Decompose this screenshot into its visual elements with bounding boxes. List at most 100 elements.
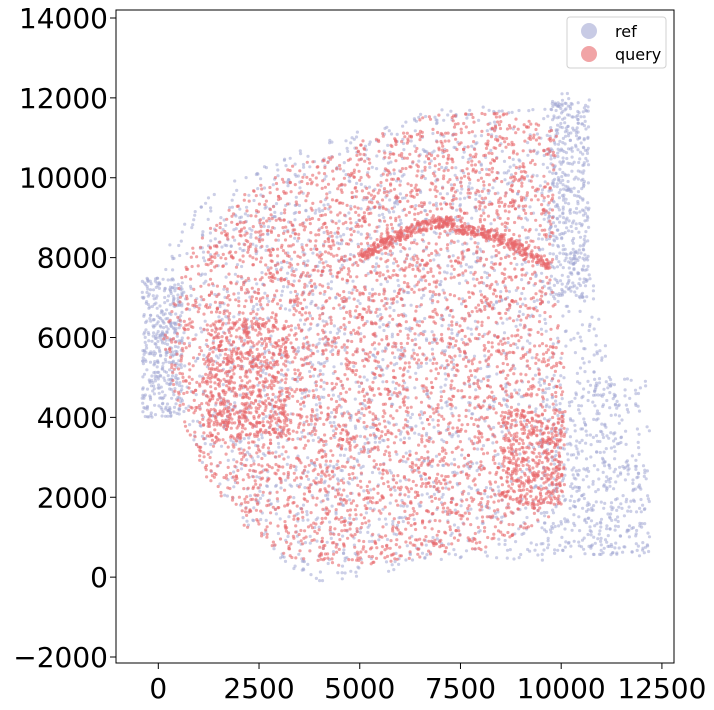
point-ref: [148, 397, 153, 401]
point-ref: [161, 277, 165, 281]
point-ref: [578, 366, 583, 370]
point-ref: [395, 452, 399, 456]
point-query: [302, 428, 306, 432]
point-ref: [580, 449, 584, 453]
point-ref: [331, 274, 335, 278]
point-ref: [421, 148, 425, 152]
point-ref: [551, 521, 555, 526]
point-ref: [315, 323, 319, 328]
point-ref: [555, 216, 559, 220]
point-ref: [528, 549, 532, 553]
point-ref: [613, 467, 618, 471]
point-ref: [400, 174, 404, 178]
point-query: [418, 263, 422, 267]
point-ref: [584, 468, 588, 472]
point-ref: [474, 209, 478, 213]
point-query: [250, 295, 254, 299]
point-ref: [518, 310, 522, 314]
point-query: [432, 485, 436, 489]
point-ref: [279, 304, 283, 308]
point-ref: [560, 98, 565, 102]
point-query: [414, 149, 418, 153]
point-ref: [630, 550, 634, 554]
point-ref: [293, 236, 297, 240]
point-ref: [612, 383, 617, 387]
point-ref: [238, 207, 242, 211]
point-query: [486, 535, 490, 540]
point-query: [550, 427, 554, 431]
point-ref: [404, 451, 408, 455]
point-query: [388, 546, 392, 550]
point-ref: [142, 313, 146, 317]
point-ref: [396, 348, 400, 352]
point-ref: [609, 505, 613, 509]
point-ref: [374, 262, 379, 266]
point-ref: [555, 254, 559, 258]
point-ref: [155, 314, 160, 318]
point-ref: [203, 319, 207, 323]
point-ref: [142, 349, 146, 353]
point-ref: [147, 352, 151, 356]
point-ref: [626, 509, 630, 513]
point-query: [279, 481, 283, 485]
point-ref: [572, 499, 577, 504]
point-ref: [548, 528, 553, 532]
point-ref: [497, 542, 501, 546]
point-ref: [143, 414, 147, 419]
point-query: [193, 337, 197, 341]
point-ref: [395, 132, 399, 136]
point-query: [546, 194, 550, 198]
point-ref: [552, 462, 557, 466]
point-ref: [596, 537, 600, 541]
point-query: [319, 521, 323, 526]
point-ref: [587, 390, 591, 394]
point-ref: [602, 546, 606, 550]
point-ref: [562, 376, 566, 380]
point-ref: [625, 377, 630, 381]
point-ref: [230, 449, 234, 453]
point-query: [497, 123, 501, 127]
point-ref: [341, 503, 346, 507]
point-ref: [553, 548, 557, 552]
point-query: [424, 535, 428, 539]
point-query: [352, 476, 356, 480]
point-ref: [450, 328, 454, 332]
point-ref: [639, 510, 643, 514]
point-ref: [633, 388, 638, 392]
point-ref: [582, 169, 586, 173]
point-ref: [339, 306, 343, 310]
point-ref: [200, 434, 204, 438]
point-query: [349, 207, 353, 211]
point-ref: [521, 312, 525, 316]
point-ref: [492, 120, 497, 124]
point-ref: [458, 354, 462, 358]
point-ref: [597, 377, 602, 381]
point-ref: [147, 339, 151, 343]
point-ref: [377, 538, 381, 542]
point-ref: [605, 398, 609, 403]
point-query: [405, 193, 409, 197]
point-ref: [545, 166, 550, 170]
point-ref: [563, 473, 567, 477]
point-ref: [286, 534, 290, 539]
point-ref: [589, 455, 593, 459]
point-ref: [561, 479, 565, 483]
point-ref: [597, 412, 601, 416]
point-query: [557, 379, 561, 383]
point-ref: [629, 509, 633, 513]
point-ref: [194, 359, 198, 363]
point-ref: [573, 429, 577, 433]
point-ref: [567, 266, 571, 270]
point-ref: [306, 562, 310, 567]
point-ref: [587, 206, 591, 210]
point-ref: [424, 114, 428, 119]
point-query: [329, 231, 333, 235]
point-ref: [152, 353, 156, 357]
point-ref: [455, 333, 459, 338]
point-query: [322, 244, 326, 248]
point-ref: [558, 149, 562, 153]
point-ref: [315, 408, 319, 412]
point-ref: [177, 243, 181, 248]
point-ref: [180, 339, 184, 343]
point-ref: [524, 216, 528, 220]
